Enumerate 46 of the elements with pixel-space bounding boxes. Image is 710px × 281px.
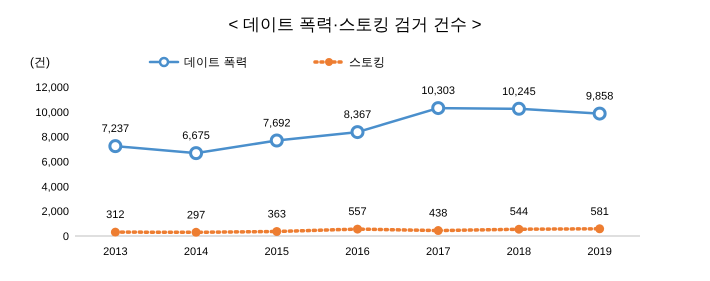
point xyxy=(108,139,122,154)
x-tick-label: 2018 xyxy=(506,246,532,258)
legend-label: 스토킹 xyxy=(349,55,385,69)
data-label: 7,692 xyxy=(263,117,291,130)
data-label: 544 xyxy=(510,206,528,218)
data-label: 8,367 xyxy=(344,109,372,122)
data-label: 438 xyxy=(429,208,448,220)
data-label: 10,303 xyxy=(421,85,456,98)
chart-title: < 데이트 폭력·스토킹 검거 건수 > xyxy=(228,15,482,34)
data-label: 363 xyxy=(268,208,286,220)
point xyxy=(514,224,524,234)
y-tick-label: 2,000 xyxy=(41,206,69,218)
point xyxy=(595,224,604,234)
data-label: 6,675 xyxy=(182,130,210,142)
point xyxy=(270,133,284,148)
data-label: 297 xyxy=(186,209,206,222)
point xyxy=(350,125,364,140)
point xyxy=(353,224,362,234)
y-tick-label: 12,000 xyxy=(35,82,69,94)
x-tick-label: 2017 xyxy=(426,246,450,258)
point xyxy=(189,146,204,160)
y-tick-label: 8,000 xyxy=(41,132,69,144)
y-tick-label: 6,000 xyxy=(41,156,69,168)
point xyxy=(110,228,120,237)
x-tick-label: 2016 xyxy=(345,246,370,258)
legend-label: 데이트 폭력 xyxy=(184,55,248,69)
y-tick-label: 10,000 xyxy=(35,106,69,119)
point xyxy=(192,228,201,237)
point xyxy=(434,226,443,236)
x-tick-label: 2013 xyxy=(103,246,128,258)
data-label: 557 xyxy=(348,206,367,218)
data-label: 7,237 xyxy=(102,123,130,136)
y-tick-label: 0 xyxy=(62,231,69,243)
x-tick-label: 2014 xyxy=(184,246,208,258)
point xyxy=(512,102,526,116)
data-label: 9,858 xyxy=(586,90,614,103)
y-axis-title: (건) xyxy=(30,55,50,69)
data-label: 581 xyxy=(590,206,609,218)
y-tick-label: 4,000 xyxy=(41,181,69,194)
point xyxy=(431,101,446,116)
data-label: 312 xyxy=(106,209,125,222)
point xyxy=(592,106,607,121)
x-tick-label: 2015 xyxy=(264,246,290,258)
data-label: 10,245 xyxy=(502,86,536,98)
x-tick-label: 2019 xyxy=(587,246,612,258)
point xyxy=(272,226,282,236)
